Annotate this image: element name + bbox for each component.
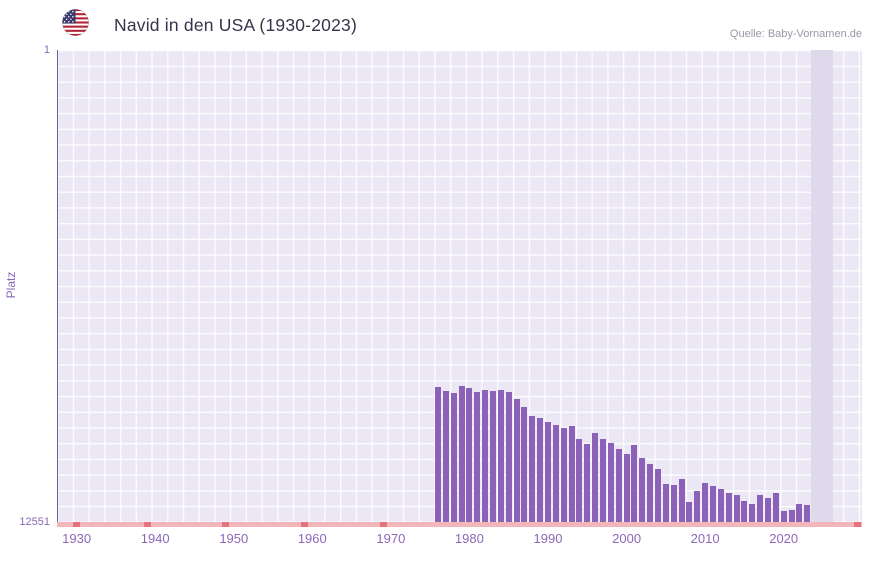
bar-1994[interactable] bbox=[576, 438, 583, 522]
bar-1991[interactable] bbox=[552, 425, 559, 522]
bar-1992[interactable] bbox=[560, 428, 567, 522]
bar-2011[interactable] bbox=[710, 485, 716, 522]
bar-1976[interactable] bbox=[435, 386, 441, 522]
bar-2013[interactable] bbox=[725, 493, 732, 522]
bar-2022[interactable] bbox=[796, 504, 803, 522]
bar-2009[interactable] bbox=[694, 490, 701, 522]
unranked-marker-1959 bbox=[301, 522, 308, 527]
y-tick-max: 1 bbox=[43, 44, 50, 56]
bar-2008[interactable] bbox=[686, 501, 693, 522]
bar-1997[interactable] bbox=[600, 438, 606, 522]
bar-2018[interactable] bbox=[765, 498, 771, 522]
bar-2001[interactable] bbox=[631, 445, 638, 522]
x-tick-label-1990: 1990 bbox=[533, 531, 563, 546]
bar-2007[interactable] bbox=[678, 478, 685, 522]
bar-2002[interactable] bbox=[639, 458, 646, 522]
bar-2014[interactable] bbox=[733, 494, 740, 522]
bar-1981[interactable] bbox=[474, 392, 481, 522]
bar-2023[interactable] bbox=[804, 505, 811, 522]
bar-1995[interactable] bbox=[584, 444, 591, 522]
bar-1989[interactable] bbox=[537, 418, 544, 522]
unranked-marker-1969 bbox=[379, 522, 387, 527]
bar-1996[interactable] bbox=[592, 433, 599, 522]
bar-1988[interactable] bbox=[529, 415, 536, 522]
bar-1980[interactable] bbox=[466, 388, 473, 522]
bar-1999[interactable] bbox=[615, 448, 622, 522]
unranked-marker-right-edge bbox=[854, 522, 861, 527]
bar-1979[interactable] bbox=[458, 386, 465, 522]
x-tick-label-2010: 2010 bbox=[690, 531, 720, 546]
bar-1982[interactable] bbox=[482, 390, 489, 522]
bar-2000[interactable] bbox=[623, 453, 630, 522]
bar-2006[interactable] bbox=[670, 484, 677, 522]
x-tick-label-1930: 1930 bbox=[62, 531, 92, 546]
bar-1977[interactable] bbox=[442, 390, 449, 522]
bar-2019[interactable] bbox=[772, 493, 779, 522]
bar-1978[interactable] bbox=[450, 392, 457, 522]
bar-2021[interactable] bbox=[788, 510, 795, 522]
x-axis-line bbox=[57, 522, 862, 527]
unranked-marker-1949 bbox=[222, 522, 230, 527]
x-tick-label-1940: 1940 bbox=[140, 531, 170, 546]
x-tick-label-1950: 1950 bbox=[219, 531, 249, 546]
x-axis-ticks: 1930 1940 1950 1960 1970 1980 1990 2000 2010 2020 bbox=[57, 531, 862, 551]
bar-1984[interactable] bbox=[497, 390, 504, 522]
bar-2010[interactable] bbox=[702, 482, 709, 522]
us-flag-icon bbox=[61, 8, 90, 37]
bar-1985[interactable] bbox=[505, 391, 512, 522]
bar-1983[interactable] bbox=[490, 391, 496, 522]
plot-area bbox=[57, 50, 862, 527]
bar-2012[interactable] bbox=[717, 488, 724, 522]
chart-title: Navid in den USA (1930-2023) bbox=[114, 15, 357, 35]
x-tick-label-1960: 1960 bbox=[297, 531, 327, 546]
bar-2015[interactable] bbox=[741, 500, 748, 522]
unranked-marker-1930 bbox=[73, 522, 81, 527]
bar-1993[interactable] bbox=[568, 426, 575, 522]
source-attribution: Quelle: Baby-Vornamen.de bbox=[729, 28, 862, 40]
bar-2004[interactable] bbox=[655, 468, 661, 522]
y-tick-min: 12551 bbox=[19, 516, 50, 528]
x-tick-label-2020: 2020 bbox=[769, 531, 799, 546]
bar-2016[interactable] bbox=[749, 504, 756, 522]
bar-1987[interactable] bbox=[521, 407, 528, 522]
bar-1990[interactable] bbox=[545, 421, 551, 522]
bar-1986[interactable] bbox=[513, 399, 520, 522]
y-axis-label: Platz bbox=[4, 271, 18, 299]
y-axis-line bbox=[57, 50, 58, 522]
current-year-highlight-band bbox=[811, 50, 833, 522]
bar-2017[interactable] bbox=[757, 495, 764, 522]
bar-2003[interactable] bbox=[647, 463, 654, 522]
x-tick-label-1970: 1970 bbox=[376, 531, 406, 546]
x-tick-label-1980: 1980 bbox=[454, 531, 484, 546]
bar-1998[interactable] bbox=[607, 442, 614, 522]
x-tick-label-2000: 2000 bbox=[612, 531, 642, 546]
bar-2020[interactable] bbox=[780, 511, 787, 522]
bar-2005[interactable] bbox=[662, 483, 669, 522]
unranked-marker-1939 bbox=[143, 522, 151, 527]
